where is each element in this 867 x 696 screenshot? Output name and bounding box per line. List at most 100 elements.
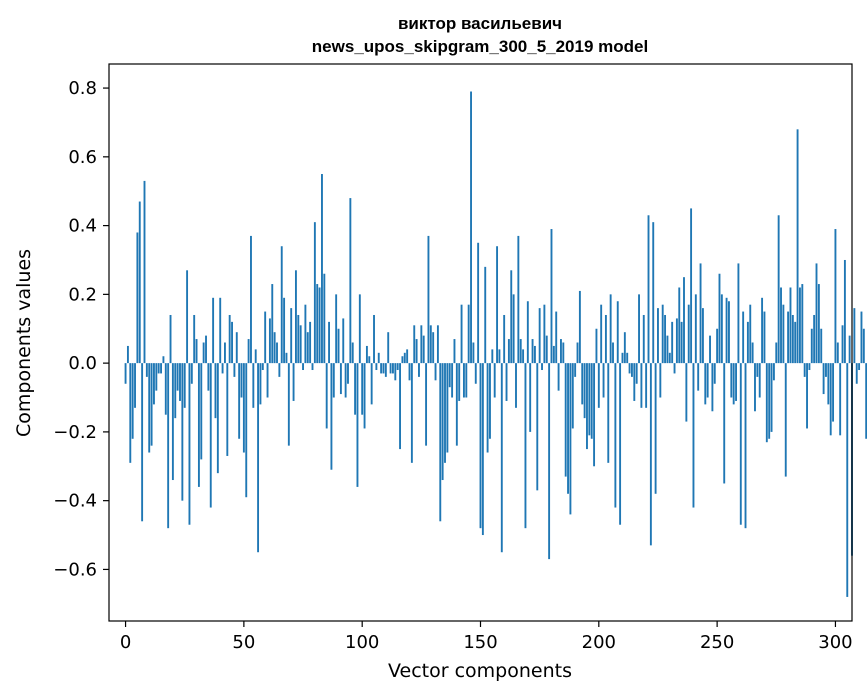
bar-130 bbox=[432, 332, 435, 364]
bar-72 bbox=[294, 270, 297, 364]
y-tick-label: −0.4 bbox=[53, 491, 97, 512]
bar-206 bbox=[612, 342, 614, 364]
bar-280 bbox=[787, 311, 790, 364]
bar-279 bbox=[784, 363, 787, 477]
bar-152 bbox=[484, 266, 487, 364]
bar-151 bbox=[481, 363, 484, 536]
bar-243 bbox=[699, 263, 702, 364]
bar-71 bbox=[292, 363, 295, 401]
bar-101 bbox=[363, 363, 366, 429]
x-axis-label: Vector components bbox=[388, 660, 572, 682]
bar-285 bbox=[799, 287, 801, 364]
bar-226 bbox=[659, 363, 662, 398]
bar-229 bbox=[666, 335, 669, 364]
bar-286 bbox=[801, 284, 804, 364]
bar-104 bbox=[370, 363, 373, 405]
bar-254 bbox=[725, 297, 728, 364]
bar-140 bbox=[455, 363, 458, 446]
bar-272 bbox=[768, 363, 771, 439]
bar-18 bbox=[167, 363, 170, 529]
bar-189 bbox=[571, 363, 574, 429]
bar-122 bbox=[413, 325, 416, 364]
bar-209 bbox=[619, 363, 622, 525]
bar-74 bbox=[299, 325, 302, 364]
y-tick-label: 0.2 bbox=[68, 284, 97, 305]
bar-178 bbox=[545, 335, 548, 364]
bar-241 bbox=[694, 294, 697, 364]
bar-32 bbox=[200, 363, 203, 460]
bar-312 bbox=[862, 328, 865, 364]
bar-38 bbox=[214, 363, 217, 419]
bar-87 bbox=[330, 363, 333, 470]
bar-35 bbox=[207, 363, 210, 391]
bar-96 bbox=[351, 342, 354, 364]
bar-83 bbox=[321, 174, 323, 364]
bar-244 bbox=[701, 308, 704, 364]
bar-201 bbox=[600, 304, 603, 364]
y-tick-label: 0.8 bbox=[68, 78, 97, 99]
bar-287 bbox=[803, 363, 806, 377]
bar-268 bbox=[758, 363, 761, 398]
bar-79 bbox=[311, 363, 314, 371]
bar-266 bbox=[754, 363, 756, 412]
bar-108 bbox=[380, 363, 383, 374]
bar-145 bbox=[467, 304, 470, 364]
bar-1 bbox=[126, 345, 129, 364]
bar-190 bbox=[574, 363, 577, 377]
bar-255 bbox=[728, 301, 730, 364]
bar-39 bbox=[216, 363, 219, 474]
bar-123 bbox=[415, 339, 418, 364]
bar-80 bbox=[313, 222, 316, 364]
bar-252 bbox=[720, 294, 723, 364]
bar-116 bbox=[399, 363, 401, 450]
bar-62 bbox=[271, 284, 274, 364]
bar-273 bbox=[770, 363, 773, 432]
bar-169 bbox=[524, 363, 527, 529]
bar-43 bbox=[226, 363, 229, 456]
bar-52 bbox=[247, 339, 250, 364]
bar-183 bbox=[557, 363, 560, 391]
bar-288 bbox=[806, 363, 808, 429]
bar-227 bbox=[661, 304, 664, 364]
bar-160 bbox=[503, 314, 506, 364]
bar-308 bbox=[853, 308, 856, 364]
bar-264 bbox=[749, 304, 752, 364]
bar-271 bbox=[765, 363, 768, 443]
bar-291 bbox=[813, 314, 816, 364]
bar-110 bbox=[384, 363, 387, 377]
bar-275 bbox=[775, 342, 778, 364]
bar-141 bbox=[458, 363, 461, 401]
bar-49 bbox=[240, 363, 243, 398]
x-axis: 0 50 100 150 200 250 300 bbox=[120, 621, 853, 653]
bar-129 bbox=[429, 325, 432, 364]
bar-94 bbox=[347, 363, 349, 384]
x-tick-label: 0 bbox=[120, 632, 131, 653]
bar-120 bbox=[408, 363, 411, 381]
bar-208 bbox=[616, 301, 619, 364]
bar-249 bbox=[713, 363, 716, 384]
bar-213 bbox=[628, 363, 631, 374]
bar-310 bbox=[858, 363, 861, 371]
y-axis-label: Components values bbox=[13, 249, 35, 437]
y-tick-label: −0.6 bbox=[53, 559, 97, 580]
bar-176 bbox=[541, 363, 543, 371]
bar-106 bbox=[375, 363, 378, 371]
bar-138 bbox=[451, 363, 454, 398]
bar-102 bbox=[365, 345, 368, 364]
bar-235 bbox=[680, 321, 683, 364]
bar-162 bbox=[507, 339, 510, 364]
bar-37 bbox=[212, 297, 215, 364]
bar-103 bbox=[368, 356, 371, 364]
bar-31 bbox=[197, 363, 200, 487]
bar-180 bbox=[550, 229, 553, 364]
bar-23 bbox=[179, 363, 181, 401]
bar-221 bbox=[647, 215, 650, 364]
bar-234 bbox=[678, 287, 681, 364]
bar-250 bbox=[716, 328, 719, 364]
bar-290 bbox=[810, 328, 813, 364]
bar-282 bbox=[791, 314, 794, 364]
bar-182 bbox=[555, 311, 558, 364]
bar-8 bbox=[143, 180, 146, 364]
bar-303 bbox=[841, 325, 844, 364]
